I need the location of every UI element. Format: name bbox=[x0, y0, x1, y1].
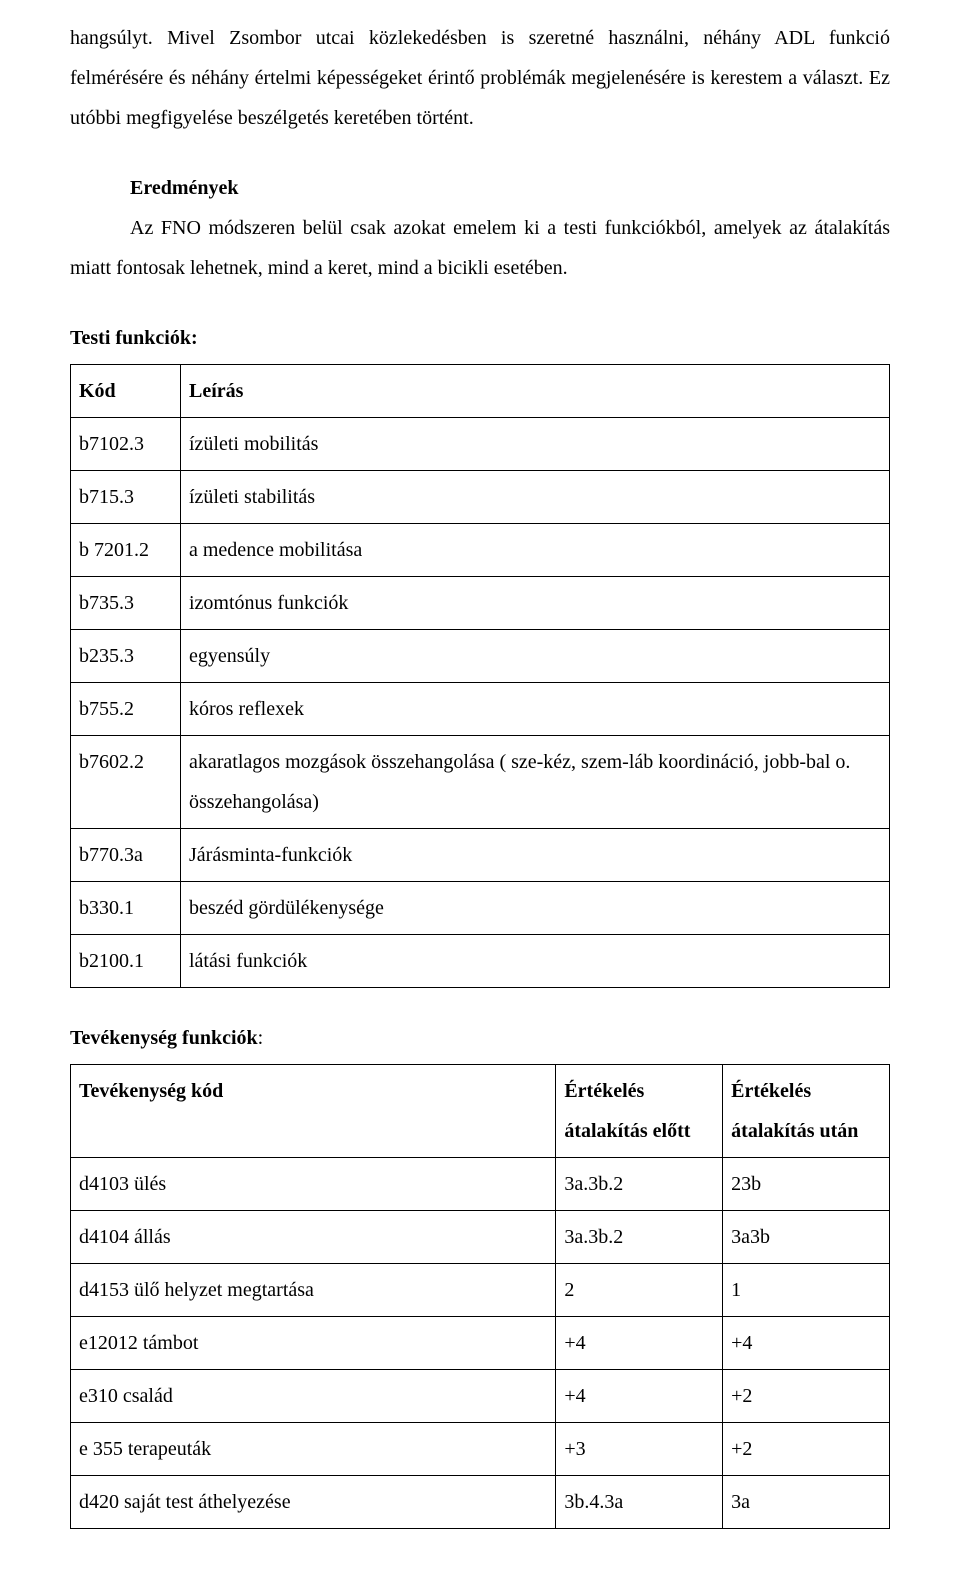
cell-desc: izomtónus funkciók bbox=[181, 577, 890, 630]
cell-code: b7102.3 bbox=[71, 418, 181, 471]
cell-activity: e 355 terapeuták bbox=[71, 1423, 556, 1476]
cell-desc: kóros reflexek bbox=[181, 683, 890, 736]
cell-before: 3b.4.3a bbox=[556, 1476, 723, 1529]
table-row: b2100.1 látási funkciók bbox=[71, 935, 890, 988]
document-page: hangsúlyt. Mivel Zsombor utcai közlekedé… bbox=[0, 0, 960, 1569]
cell-activity: d4104 állás bbox=[71, 1211, 556, 1264]
cell-after: +2 bbox=[723, 1423, 890, 1476]
table-row: d420 saját test áthelyezése 3b.4.3a 3a bbox=[71, 1476, 890, 1529]
col-header-activity: Tevékenység kód bbox=[71, 1065, 556, 1158]
cell-before: 2 bbox=[556, 1264, 723, 1317]
cell-after: 23b bbox=[723, 1158, 890, 1211]
cell-desc: egyensúly bbox=[181, 630, 890, 683]
table1-heading: Testi funkciók: bbox=[70, 318, 890, 358]
cell-activity: d4153 ülő helyzet megtartása bbox=[71, 1264, 556, 1317]
table-row: d4103 ülés 3a.3b.2 23b bbox=[71, 1158, 890, 1211]
cell-code: b735.3 bbox=[71, 577, 181, 630]
table-row: b755.2 kóros reflexek bbox=[71, 683, 890, 736]
activity-functions-table: Tevékenység kód Értékelés átalakítás elő… bbox=[70, 1064, 890, 1529]
cell-before: 3a.3b.2 bbox=[556, 1158, 723, 1211]
table2-heading-bold: Tevékenység funkciók bbox=[70, 1027, 258, 1049]
cell-code: b235.3 bbox=[71, 630, 181, 683]
col-header-desc: Leírás bbox=[181, 365, 890, 418]
cell-code: b 7201.2 bbox=[71, 524, 181, 577]
cell-after: 3a3b bbox=[723, 1211, 890, 1264]
intro-paragraph: hangsúlyt. Mivel Zsombor utcai közlekedé… bbox=[70, 18, 890, 138]
cell-code: b7602.2 bbox=[71, 736, 181, 829]
cell-desc: akaratlagos mozgások összehangolása ( sz… bbox=[181, 736, 890, 829]
cell-code: b330.1 bbox=[71, 882, 181, 935]
cell-after: 1 bbox=[723, 1264, 890, 1317]
table-row: b 7201.2 a medence mobilitása bbox=[71, 524, 890, 577]
cell-code: b755.2 bbox=[71, 683, 181, 736]
body-functions-table: Kód Leírás b7102.3 ízületi mobilitás b71… bbox=[70, 364, 890, 988]
cell-before: +4 bbox=[556, 1370, 723, 1423]
results-paragraph: Az FNO módszeren belül csak azokat emele… bbox=[70, 208, 890, 288]
cell-desc: beszéd gördülékenysége bbox=[181, 882, 890, 935]
table-row: e310 család +4 +2 bbox=[71, 1370, 890, 1423]
cell-desc: Járásminta-funkciók bbox=[181, 829, 890, 882]
table-row: b735.3 izomtónus funkciók bbox=[71, 577, 890, 630]
cell-activity: d420 saját test áthelyezése bbox=[71, 1476, 556, 1529]
cell-before: 3a.3b.2 bbox=[556, 1211, 723, 1264]
table-row: e 355 terapeuták +3 +2 bbox=[71, 1423, 890, 1476]
cell-desc: ízületi mobilitás bbox=[181, 418, 890, 471]
cell-desc: ízületi stabilitás bbox=[181, 471, 890, 524]
table-row: b235.3 egyensúly bbox=[71, 630, 890, 683]
table-header-row: Tevékenység kód Értékelés átalakítás elő… bbox=[71, 1065, 890, 1158]
table-row: b7602.2 akaratlagos mozgások összehangol… bbox=[71, 736, 890, 829]
cell-activity: e310 család bbox=[71, 1370, 556, 1423]
table-row: d4153 ülő helyzet megtartása 2 1 bbox=[71, 1264, 890, 1317]
cell-code: b2100.1 bbox=[71, 935, 181, 988]
table-row: b715.3 ízületi stabilitás bbox=[71, 471, 890, 524]
table2-heading-suffix: : bbox=[258, 1027, 264, 1049]
cell-activity: d4103 ülés bbox=[71, 1158, 556, 1211]
cell-code: b715.3 bbox=[71, 471, 181, 524]
results-heading: Eredmények bbox=[70, 168, 890, 208]
cell-after: +4 bbox=[723, 1317, 890, 1370]
table-row: e12012 támbot +4 +4 bbox=[71, 1317, 890, 1370]
cell-after: +2 bbox=[723, 1370, 890, 1423]
col-header-after: Értékelés átalakítás után bbox=[723, 1065, 890, 1158]
cell-before: +3 bbox=[556, 1423, 723, 1476]
cell-before: +4 bbox=[556, 1317, 723, 1370]
table2-heading: Tevékenység funkciók: bbox=[70, 1018, 890, 1058]
table-row: b7102.3 ízületi mobilitás bbox=[71, 418, 890, 471]
cell-after: 3a bbox=[723, 1476, 890, 1529]
cell-desc: látási funkciók bbox=[181, 935, 890, 988]
table-row: d4104 állás 3a.3b.2 3a3b bbox=[71, 1211, 890, 1264]
cell-desc: a medence mobilitása bbox=[181, 524, 890, 577]
cell-code: b770.3a bbox=[71, 829, 181, 882]
table-row: b330.1 beszéd gördülékenysége bbox=[71, 882, 890, 935]
col-header-before: Értékelés átalakítás előtt bbox=[556, 1065, 723, 1158]
cell-activity: e12012 támbot bbox=[71, 1317, 556, 1370]
table-header-row: Kód Leírás bbox=[71, 365, 890, 418]
table-row: b770.3a Járásminta-funkciók bbox=[71, 829, 890, 882]
col-header-code: Kód bbox=[71, 365, 181, 418]
